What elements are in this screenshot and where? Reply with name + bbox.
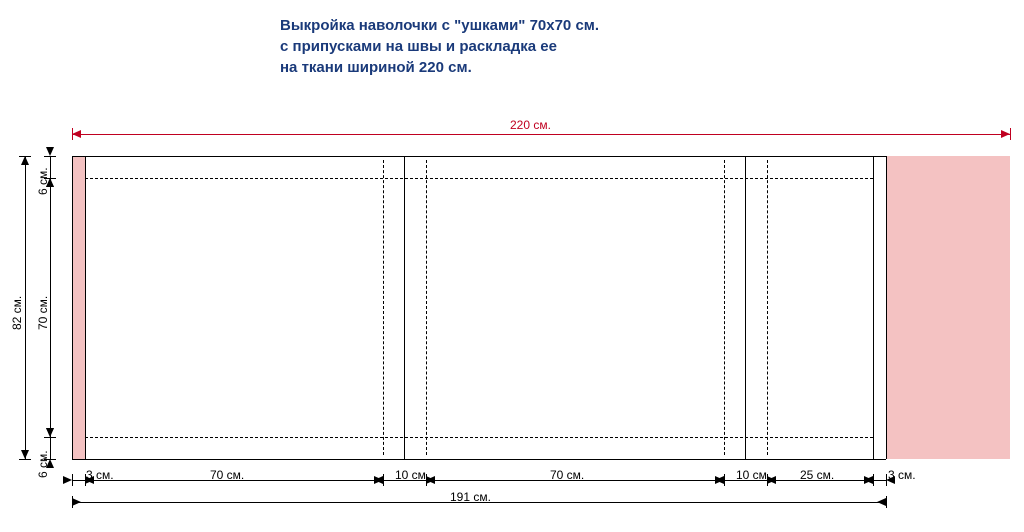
dim-191-arr-r	[877, 498, 886, 506]
seg6-arr-l	[864, 476, 873, 484]
seg1-label: 70 см.	[210, 468, 244, 482]
tick-0	[72, 474, 73, 486]
tick-2	[383, 474, 384, 486]
seg5-label: 25 см.	[800, 468, 834, 482]
dim-6b-line	[50, 437, 51, 459]
dim-191-label: 191 см.	[450, 490, 491, 504]
seg6-label: 3 см.	[888, 468, 916, 482]
outline-bottom	[72, 459, 886, 460]
dim-220-label: 220 см.	[510, 118, 551, 132]
title-line-3: на ткани шириной 220 см.	[280, 57, 599, 78]
inner-left-line	[85, 156, 86, 459]
title-line-2: с припусками на швы и раскладка ее	[280, 36, 599, 57]
dim-82-tick-b	[19, 459, 31, 460]
seg4-label: 10 см.	[736, 468, 770, 482]
dim-220-line	[72, 134, 1010, 135]
dim-191-tick-r	[886, 496, 887, 508]
seg0-label: 3 см.	[86, 468, 114, 482]
diagram-canvas: Выкройка наволочки с "ушками" 70х70 см. …	[0, 0, 1024, 532]
title-block: Выкройка наволочки с "ушками" 70х70 см. …	[280, 15, 599, 78]
dash-v-2a	[724, 160, 725, 455]
pink-left-strip	[72, 156, 85, 459]
dim-82-label: 82 см.	[10, 296, 24, 330]
dim-6b-arr-u	[46, 428, 54, 437]
tick-4	[724, 474, 725, 486]
dim-70v-label: 70 см.	[36, 296, 50, 330]
dim-6t-tick-t	[44, 156, 56, 157]
dash-bottom	[85, 437, 873, 438]
dim-82-tick-t	[19, 156, 31, 157]
dim-82-arr-d	[21, 450, 29, 459]
dim-220-arrow-r	[1001, 130, 1010, 138]
dim-191-tick-l	[72, 496, 73, 508]
seg4-arr-l	[715, 476, 724, 484]
dim-6t-arr-out-d	[46, 178, 54, 187]
dim-220-arrow-l	[72, 130, 81, 138]
inner-right-line	[873, 156, 874, 459]
outline-right	[886, 156, 887, 459]
fold-line-2	[745, 156, 746, 459]
dim-191-arr-l	[72, 498, 81, 506]
tick-6	[873, 474, 874, 486]
seg2-arr-l	[374, 476, 383, 484]
seg2-label: 10 см.	[395, 468, 429, 482]
dim-70v-line	[50, 178, 51, 437]
seg0-arr-l	[63, 476, 72, 484]
dim-82-arr-u	[21, 156, 29, 165]
title-line-1: Выкройка наволочки с "ушками" 70х70 см.	[280, 15, 599, 36]
fold-line-1	[404, 156, 405, 459]
outline-top	[72, 156, 886, 157]
dash-v-2b	[767, 160, 768, 455]
pink-right-block	[886, 156, 1010, 459]
seg3-label: 70 см.	[550, 468, 584, 482]
dim-6b-arr-d	[46, 459, 54, 468]
dash-top	[85, 178, 873, 179]
dim-82-line	[25, 156, 26, 459]
dash-v-1b	[426, 160, 427, 455]
dim-220-tick-r	[1010, 128, 1011, 140]
dash-v-1a	[383, 160, 384, 455]
dim-220-tick-l	[72, 128, 73, 140]
outline-left	[72, 156, 73, 459]
dim-6t-arr-out-u	[46, 147, 54, 156]
dim-6t-line	[50, 156, 51, 178]
